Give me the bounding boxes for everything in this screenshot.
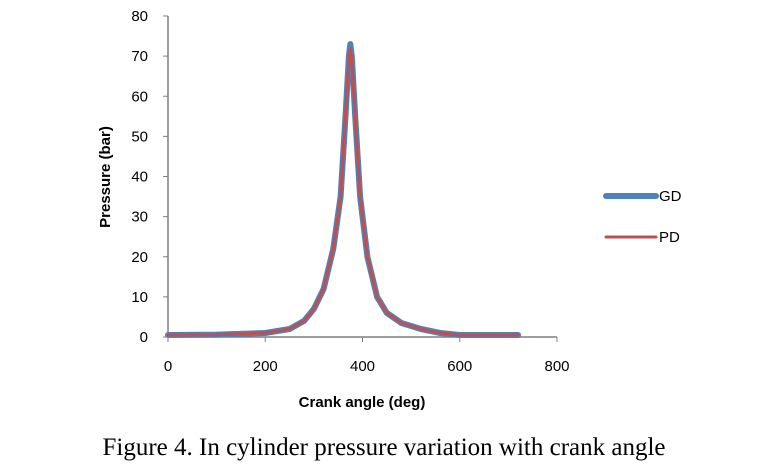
legend-label-gd: GD (659, 188, 682, 205)
y-tick-label: 0 (140, 329, 148, 346)
x-tick-label: 800 (544, 358, 569, 375)
y-axis-title: Pressure (bar) (97, 126, 114, 228)
series-lines (165, 41, 522, 338)
chart-axes (167, 16, 557, 338)
x-tick-label: 0 (164, 358, 172, 375)
x-axis-title: Crank angle (deg) (299, 394, 426, 411)
series-line-gd (165, 41, 522, 338)
y-tick-label: 30 (131, 209, 148, 226)
y-tick-label: 70 (131, 48, 148, 65)
y-tick-label: 20 (131, 249, 148, 266)
series-line-pd (166, 46, 520, 337)
figure-caption: Figure 4. In cylinder pressure variation… (102, 434, 665, 461)
y-tick-label: 80 (131, 8, 148, 25)
x-tick-label: 600 (447, 358, 472, 375)
y-tick-label: 50 (131, 128, 148, 145)
x-tick-label: 200 (253, 358, 278, 375)
y-tick-label: 60 (131, 88, 148, 105)
legend: GD PD (603, 188, 682, 246)
y-tick-label: 10 (131, 289, 148, 306)
x-tick-label: 400 (350, 358, 375, 375)
legend-label-pd: PD (659, 229, 680, 246)
y-tick-label: 40 (131, 169, 148, 186)
